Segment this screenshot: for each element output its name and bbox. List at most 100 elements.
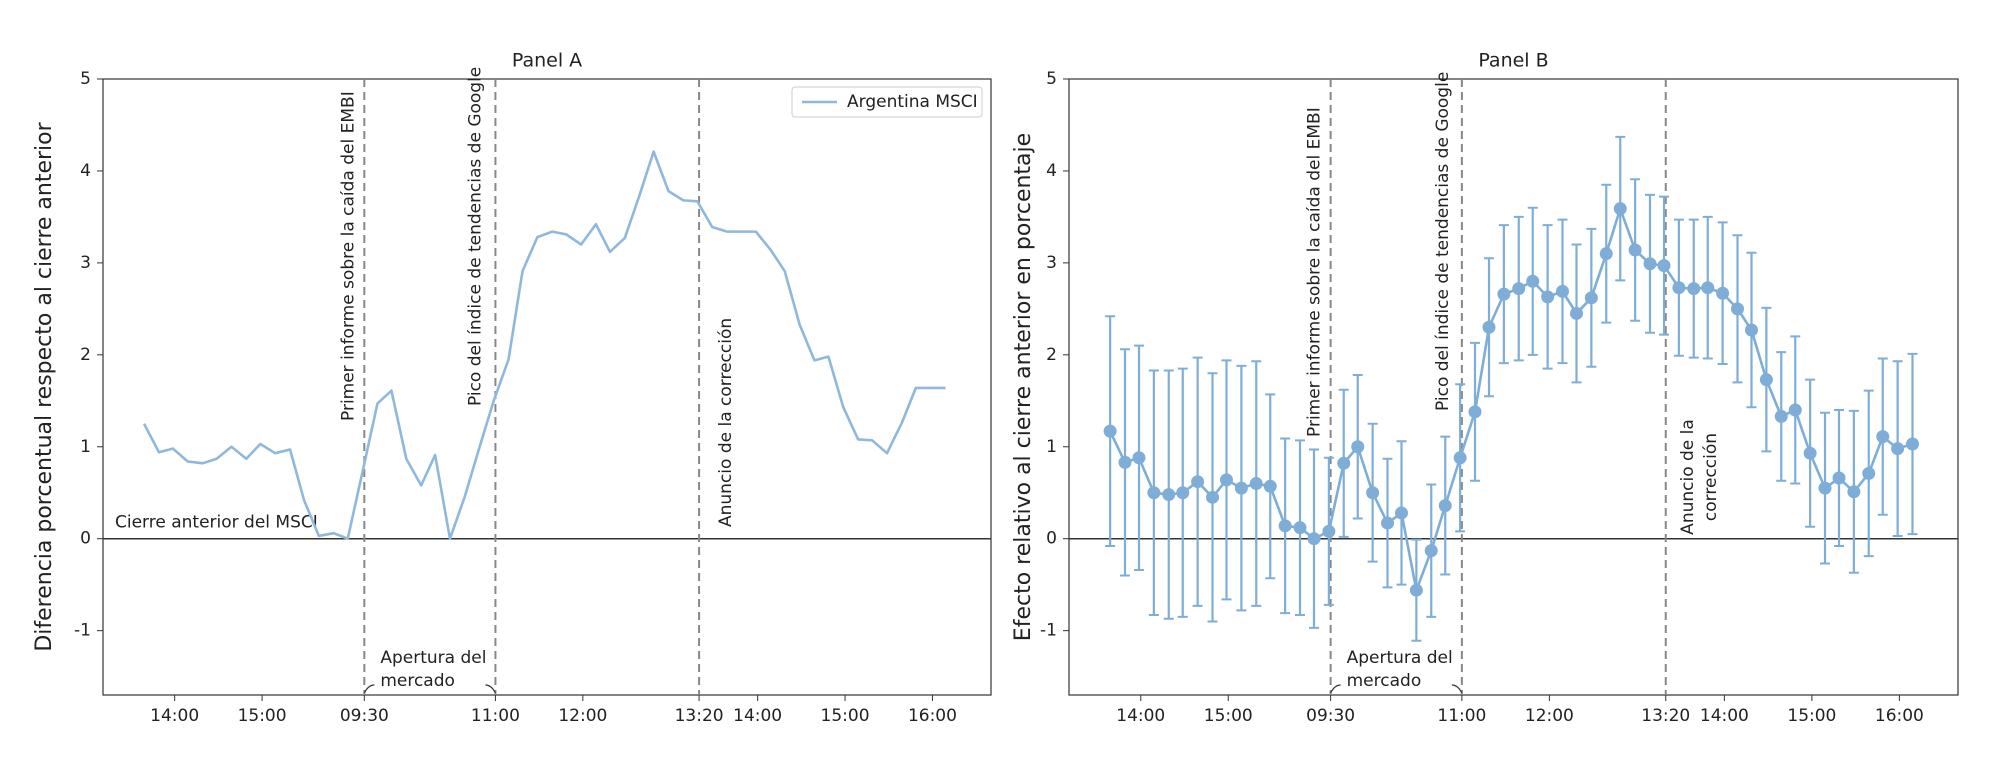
point: [1906, 437, 1919, 451]
y-tick-label: 0: [80, 529, 91, 549]
point: [1716, 286, 1730, 300]
x-tick-label: 15:00: [238, 706, 287, 726]
error-cap: [1309, 448, 1319, 629]
y-tick-label: 4: [1046, 161, 1057, 181]
point: [1424, 544, 1438, 558]
error-cap: [1498, 224, 1509, 365]
event-label: Pico del índice de tendencias de Google: [465, 67, 485, 406]
x-tick-label: 16:00: [1875, 706, 1924, 726]
error-cap: [1352, 374, 1363, 520]
x-tick-label: 15:00: [1204, 706, 1253, 726]
error-cap: [1645, 193, 1655, 334]
error-cap: [1105, 315, 1116, 548]
x-tick-label: 13:20: [675, 706, 724, 726]
x-tick-label: 15:00: [1787, 706, 1836, 726]
error-cap: [1805, 378, 1816, 528]
event-label: Anuncio de la corrección: [716, 318, 736, 527]
point: [1745, 323, 1758, 337]
error-cap: [1134, 344, 1144, 571]
point: [1191, 475, 1205, 489]
point: [1497, 287, 1511, 301]
plot-frame: [1068, 78, 1959, 696]
error-cap: [1601, 183, 1612, 324]
error-cap: [1732, 234, 1743, 384]
event-label: Primer informe sobre la caída del EMBI: [1305, 107, 1325, 437]
point: [1788, 403, 1802, 417]
x-tick-label: 15:00: [821, 706, 870, 726]
y-tick-label: 4: [80, 161, 91, 181]
y-axis-label: Diferencia porcentual respecto al cierre…: [32, 121, 57, 651]
error-cap: [1513, 215, 1524, 362]
open-label: mercado: [1347, 671, 1422, 691]
point: [1599, 247, 1613, 261]
point: [1774, 409, 1788, 423]
error-cap: [1820, 411, 1830, 565]
x-tick-label: 14:00: [1116, 706, 1165, 726]
error-cap: [1338, 388, 1349, 538]
x-tick-label: 13:20: [1641, 706, 1690, 726]
error-cap: [1295, 439, 1305, 617]
open-label: Apertura del: [380, 648, 486, 668]
point: [1118, 455, 1132, 469]
series-line: [142, 150, 946, 541]
point: [1687, 282, 1701, 296]
point: [1453, 451, 1467, 465]
point: [1643, 257, 1657, 271]
bracket: [363, 684, 496, 694]
x-tick-label: 14:00: [733, 706, 782, 726]
error-cap: [1761, 306, 1772, 453]
error-cap: [1702, 215, 1713, 360]
point: [1482, 320, 1496, 334]
error-cap: [1571, 243, 1582, 384]
point: [1570, 306, 1583, 320]
y-tick-label: 3: [80, 253, 91, 273]
error-cap: [1251, 360, 1262, 607]
error-cap: [1396, 440, 1407, 586]
error-cap: [1163, 369, 1174, 620]
y-tick-label: 2: [1046, 345, 1057, 365]
open-label: mercado: [380, 671, 455, 691]
point: [1818, 481, 1832, 495]
error-cap: [1746, 251, 1757, 409]
point: [1468, 405, 1482, 419]
y-axis-label: Efecto relativo al cierre anterior en po…: [1011, 133, 1036, 641]
point: [1541, 290, 1555, 304]
error-cap: [1790, 335, 1801, 485]
point: [1876, 430, 1890, 444]
point: [1628, 243, 1642, 257]
x-tick-label: 14:00: [150, 706, 199, 726]
error-cap: [1367, 422, 1378, 563]
point: [1351, 440, 1365, 454]
error-cap: [1907, 352, 1918, 536]
error-cap: [1615, 135, 1626, 282]
error-cap: [1177, 367, 1188, 618]
y-tick-label: 3: [1046, 253, 1057, 273]
point: [1278, 519, 1292, 533]
legend-label: Argentina MSCI: [847, 92, 978, 112]
error-cap: [1848, 409, 1859, 574]
baseline-label: Cierre anterior del MSCI: [115, 513, 318, 533]
error-cap: [1470, 341, 1480, 482]
y-tick-label: 1: [80, 437, 91, 457]
error-cap: [1557, 218, 1568, 365]
x-tick-label: 09:30: [1306, 706, 1355, 726]
error-cap: [1221, 359, 1232, 601]
y-tick-label: 5: [80, 69, 91, 89]
point: [1847, 485, 1861, 499]
error-cap: [1673, 218, 1684, 357]
point: [1263, 479, 1277, 493]
error-cap: [1688, 218, 1699, 359]
event-label: Anuncio de la: [1678, 419, 1698, 535]
error-cap: [1776, 351, 1787, 482]
point: [1701, 281, 1715, 295]
point: [1132, 451, 1146, 465]
legend-box: [791, 86, 983, 118]
point: [1249, 477, 1263, 491]
point: [1672, 281, 1686, 295]
error-cap: [1717, 221, 1728, 366]
point: [1832, 471, 1846, 485]
y-tick-label: 5: [1046, 69, 1057, 89]
open-label: Apertura del: [1347, 648, 1453, 668]
error-cap: [1323, 456, 1334, 606]
error-cap: [1280, 437, 1291, 615]
